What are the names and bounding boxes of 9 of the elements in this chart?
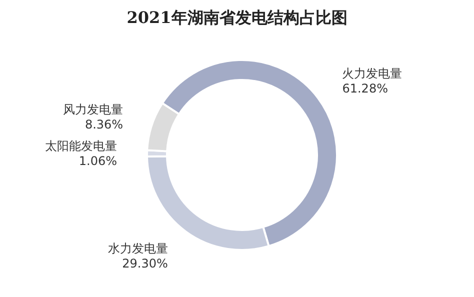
data-label: 29.30% <box>122 256 168 271</box>
slice-label: 风力发电量 <box>63 102 124 116</box>
data-label: 8.36% <box>84 117 124 132</box>
chart-title: 2021年湖南省发电结构占比图 <box>126 8 348 29</box>
data-label: 61.28% <box>342 81 388 96</box>
slice-label: 水力发电量 <box>108 242 168 256</box>
data-label: 1.06% <box>78 154 118 168</box>
slice-label: 火力发电量 <box>342 66 402 80</box>
slice-label: 太阳能发电量 <box>45 138 118 153</box>
